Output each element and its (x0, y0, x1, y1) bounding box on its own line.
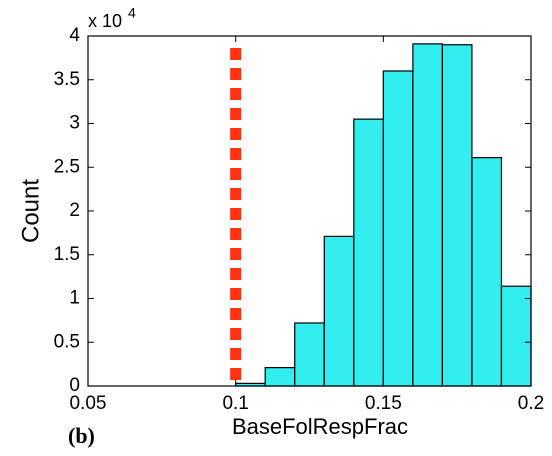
y-scale-label: x 10 (88, 11, 122, 31)
panel-label: (b) (68, 423, 95, 448)
y-tick-label: 3 (69, 113, 80, 134)
y-tick-label: 2 (69, 200, 80, 221)
x-axis-label: BaseFolRespFrac (232, 414, 408, 439)
bar (471, 157, 503, 387)
bar (412, 43, 444, 387)
y-tick-label: 4 (69, 25, 80, 46)
x-tick-label: 0.2 (518, 393, 544, 414)
x-tick-label: 0.1 (222, 393, 248, 414)
bar (382, 70, 414, 387)
y-tick-label: 1.5 (54, 244, 80, 265)
bar (294, 322, 325, 387)
y-tick-label: 0 (69, 375, 80, 396)
x-tick-label: 0.05 (70, 393, 107, 414)
y-tick-label: 1 (69, 288, 80, 309)
bar (441, 44, 473, 387)
bar (353, 118, 384, 387)
y-tick-label: 0.5 (54, 331, 80, 352)
bar (500, 285, 532, 387)
y-tick-label: 2.5 (54, 156, 80, 177)
y-axis-label: Count (17, 179, 44, 243)
bar (264, 367, 296, 387)
y-scale-exponent: 4 (128, 5, 136, 21)
y-tick-label: 3.5 (54, 69, 80, 90)
x-tick-label: 0.15 (365, 393, 402, 414)
bar (323, 235, 355, 387)
